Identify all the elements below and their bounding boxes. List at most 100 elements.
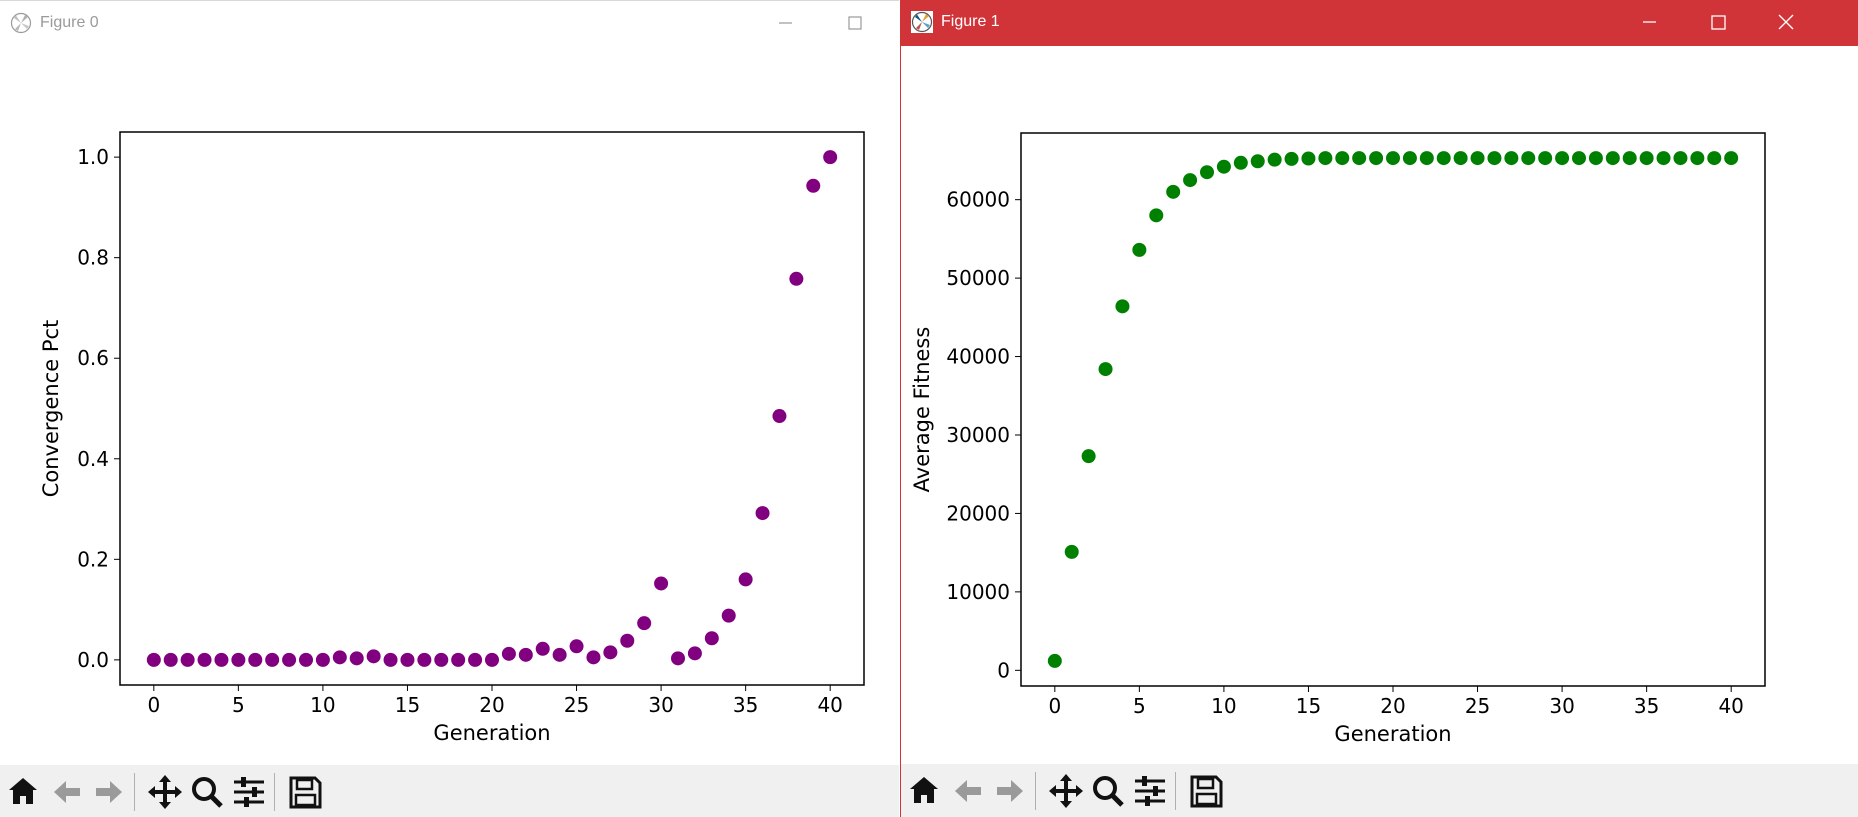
home-button[interactable]: [2, 771, 44, 813]
axes-frame: [1020, 132, 1766, 687]
maximize-button[interactable]: [1698, 8, 1738, 38]
data-point: [637, 616, 652, 631]
x-axis-label: Generation: [1334, 722, 1451, 746]
x-tick-label: 35: [733, 693, 758, 717]
figure-0-titlebar[interactable]: Figure 0: [0, 1, 899, 47]
navigation-toolbar: [0, 765, 899, 817]
data-point: [163, 652, 178, 667]
data-point: [1436, 151, 1451, 166]
data-point: [1216, 159, 1231, 174]
data-point: [1301, 151, 1316, 166]
toolbar-separator: [1175, 772, 1176, 810]
y-tick-label: 30000: [946, 423, 1010, 447]
pan-button[interactable]: [144, 771, 186, 813]
data-point: [434, 652, 449, 667]
y-tick-label: 0.6: [77, 346, 109, 370]
minimize-button[interactable]: [1629, 8, 1669, 38]
maximize-button[interactable]: [835, 9, 875, 39]
data-point: [1690, 151, 1705, 166]
figure-1-titlebar[interactable]: Figure 1: [901, 0, 1858, 46]
data-point: [1369, 151, 1384, 166]
data-point: [1166, 184, 1181, 199]
data-point: [1673, 151, 1688, 166]
data-point: [1064, 544, 1079, 559]
data-point: [1098, 362, 1113, 377]
data-point: [789, 271, 804, 286]
forward-arrow-button[interactable]: [88, 771, 130, 813]
save-button[interactable]: [1185, 770, 1227, 812]
data-point: [299, 652, 313, 667]
zoom-button[interactable]: [186, 771, 228, 813]
x-tick-label: 20: [479, 693, 504, 717]
y-axis-label: Convergence Pct: [39, 320, 63, 498]
y-tick-label: 0: [997, 658, 1010, 682]
x-tick-label: 10: [1211, 694, 1236, 718]
data-point: [180, 652, 195, 667]
data-point: [755, 506, 770, 521]
data-point: [265, 652, 280, 667]
x-tick-label: 5: [232, 693, 245, 717]
data-point: [518, 647, 533, 662]
window-title: Figure 0: [40, 14, 99, 31]
pan-icon: [1049, 774, 1083, 808]
configure-subplots-button[interactable]: [228, 771, 270, 813]
toolbar-separator: [1035, 772, 1036, 810]
home-button[interactable]: [903, 770, 945, 812]
data-point: [282, 652, 297, 667]
data-point: [721, 608, 736, 623]
matplotlib-app-icon: [10, 12, 32, 34]
data-point: [772, 409, 787, 424]
data-point: [1183, 173, 1198, 188]
forward-arrow-icon: [997, 780, 1023, 802]
data-point: [1284, 151, 1299, 166]
forward-arrow-icon: [96, 781, 122, 803]
x-tick-label: 25: [564, 693, 589, 717]
data-point: [1724, 151, 1739, 166]
data-point: [1419, 151, 1434, 166]
data-point: [1588, 151, 1603, 166]
data-point: [1115, 299, 1130, 314]
x-tick-label: 15: [1296, 694, 1321, 718]
y-tick-label: 20000: [946, 501, 1010, 525]
data-point: [687, 646, 702, 661]
data-point: [197, 652, 212, 667]
back-arrow-button[interactable]: [947, 770, 989, 812]
fitness-chart[interactable]: 0 5 10 15 20 25 30 35 40 0 10000 20000 30000 40000 500…: [901, 46, 1858, 764]
x-tick-label: 10: [310, 693, 335, 717]
figure-0-canvas[interactable]: 0 5 10 15 20 25 30 35 40 0.0 0.2 0.4 0.6 0.8 1.0 Genera…: [0, 47, 899, 765]
x-tick-label: 40: [817, 693, 842, 717]
y-tick-label: 40000: [946, 345, 1010, 369]
y-axis-label: Average Fitness: [910, 327, 934, 493]
data-point: [586, 650, 601, 665]
back-arrow-icon: [955, 780, 981, 802]
configure-subplots-button[interactable]: [1129, 770, 1171, 812]
configure-subplots-icon: [234, 777, 264, 807]
pan-button[interactable]: [1045, 770, 1087, 812]
data-point: [468, 652, 483, 667]
save-button[interactable]: [284, 771, 326, 813]
data-point: [1707, 151, 1722, 166]
minimize-button[interactable]: [765, 9, 805, 39]
zoom-button[interactable]: [1087, 770, 1129, 812]
figure-1-canvas[interactable]: 0 5 10 15 20 25 30 35 40 0 10000 20000 30000 40000 500…: [901, 46, 1858, 764]
data-point: [231, 652, 246, 667]
data-point: [383, 652, 398, 667]
back-arrow-button[interactable]: [46, 771, 88, 813]
forward-arrow-button[interactable]: [989, 770, 1031, 812]
toolbar-separator: [274, 773, 275, 811]
data-point: [1470, 151, 1485, 166]
data-point: [1453, 151, 1468, 166]
axes-frame: [119, 131, 865, 686]
data-point: [806, 178, 821, 193]
data-point: [671, 651, 685, 666]
y-tick-label: 0.2: [77, 547, 109, 571]
data-point: [417, 652, 432, 667]
data-point: [1335, 151, 1350, 166]
convergence-chart[interactable]: 0 5 10 15 20 25 30 35 40 0.0 0.2 0.4 0.6 0.8 1.0 Genera…: [0, 47, 899, 765]
home-icon: [9, 778, 37, 804]
back-arrow-icon: [54, 781, 80, 803]
data-point: [1605, 151, 1620, 166]
close-button[interactable]: [1766, 8, 1806, 38]
data-point: [1318, 151, 1333, 166]
data-point: [1572, 151, 1586, 166]
